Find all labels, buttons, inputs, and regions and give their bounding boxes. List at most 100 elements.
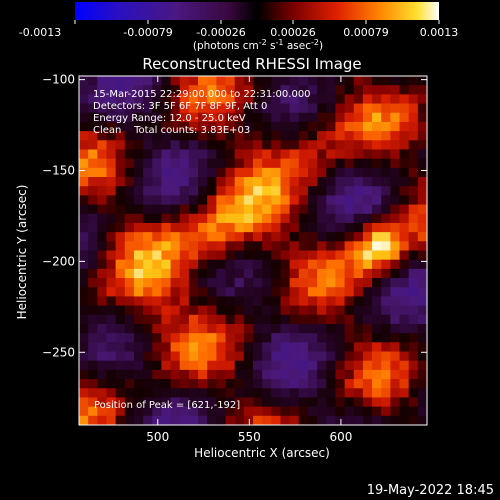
heatmap-cell: [344, 167, 355, 178]
heatmap-cell: [234, 268, 245, 279]
heatmap-cell: [307, 213, 318, 224]
heatmap-cell: [271, 278, 282, 288]
heatmap-cell: [326, 149, 337, 160]
heatmap-cell: [408, 305, 419, 316]
heatmap-cell: [381, 222, 391, 233]
heatmap-cell: [115, 94, 126, 105]
heatmap-cell: [207, 333, 217, 343]
heatmap-cell: [106, 296, 117, 307]
heatmap-cell: [143, 379, 153, 389]
heatmap-cell: [225, 76, 236, 86]
heatmap-cell: [390, 388, 401, 399]
heatmap-cell: [97, 351, 108, 362]
heatmap-cell: [179, 158, 190, 169]
heatmap-cell: [106, 268, 117, 279]
heatmap-cell: [317, 195, 327, 206]
heatmap-cell: [198, 360, 208, 371]
heatmap-cell: [344, 397, 355, 408]
heatmap-cell: [280, 369, 291, 380]
heatmap-cell: [133, 103, 144, 114]
heatmap-cell: [79, 333, 89, 343]
heatmap-cell: [307, 369, 318, 380]
heatmap-cell: [326, 379, 337, 389]
heatmap-cell: [161, 204, 172, 215]
heatmap-cell: [143, 278, 153, 288]
heatmap-cell: [115, 333, 126, 343]
heatmap-cell: [335, 158, 346, 169]
heatmap-cell: [372, 342, 382, 353]
heatmap-cell: [124, 278, 135, 288]
heatmap-cell: [133, 268, 144, 279]
heatmap-cell: [253, 94, 263, 105]
heatmap-cell: [372, 232, 382, 242]
heatmap-cell: [143, 397, 153, 408]
heatmap-cell: [298, 314, 309, 325]
heatmap-cell: [417, 131, 427, 141]
heatmap-cell: [216, 268, 227, 279]
heatmap-cell: [271, 121, 282, 132]
heatmap-cell: [317, 103, 327, 114]
heatmap-cell: [390, 121, 401, 132]
heatmap-cell: [161, 287, 172, 298]
heatmap-cell: [152, 121, 163, 132]
heatmap-cell: [133, 259, 144, 270]
heatmap-cell: [362, 241, 373, 252]
heatmap-cell: [188, 388, 199, 399]
heatmap-cell: [124, 342, 135, 353]
heatmap-cell: [97, 268, 108, 279]
heatmap-cell: [216, 415, 227, 425]
heatmap-cell: [262, 360, 272, 371]
heatmap-cell: [124, 296, 135, 307]
heatmap-cell: [97, 333, 108, 343]
heatmap-cell: [253, 112, 263, 123]
heatmap-cell: [170, 241, 181, 252]
heatmap-cell: [399, 323, 410, 334]
heatmap-cell: [298, 121, 309, 132]
heatmap-cell: [399, 296, 410, 307]
heatmap-cell: [161, 186, 172, 196]
heatmap-cell: [280, 268, 291, 279]
heatmap-cell: [372, 177, 382, 187]
heatmap-cell: [124, 241, 135, 252]
heatmap-cell: [179, 351, 190, 362]
heatmap-cell: [408, 360, 419, 371]
heatmap-cell: [115, 406, 126, 417]
heatmap-cell: [307, 186, 318, 196]
heatmap-cell: [372, 158, 382, 169]
heatmap-cell: [207, 158, 217, 169]
heatmap-cell: [335, 131, 346, 141]
heatmap-cell: [97, 241, 108, 252]
heatmap-cell: [243, 103, 254, 114]
heatmap-cell: [170, 351, 181, 362]
heatmap-cell: [362, 103, 373, 114]
heatmap-cell: [326, 103, 337, 114]
heatmap-cell: [133, 323, 144, 334]
heatmap-cell: [307, 85, 318, 95]
heatmap-cell: [115, 112, 126, 123]
heatmap-cell: [381, 131, 391, 141]
heatmap-cell: [97, 177, 108, 187]
heatmap-cell: [97, 296, 108, 307]
heatmap-cell: [225, 131, 236, 141]
heatmap-cell: [161, 406, 172, 417]
heatmap-cell: [198, 397, 208, 408]
heatmap-cell: [262, 241, 272, 252]
heatmap-cell: [344, 213, 355, 224]
heatmap-cell: [381, 241, 391, 252]
heatmap-cell: [152, 305, 163, 316]
heatmap-cell: [289, 85, 300, 95]
heatmap-cell: [79, 158, 89, 169]
heatmap-cell: [353, 140, 364, 151]
heatmap-cell: [317, 406, 327, 417]
heatmap-cell: [243, 241, 254, 252]
heatmap-cell: [88, 287, 98, 298]
heatmap-cell: [381, 388, 391, 399]
heatmap-cell: [143, 222, 153, 233]
heatmap-cell: [216, 278, 227, 288]
y-tick-label: −200: [42, 254, 75, 268]
heatmap-cell: [262, 76, 272, 86]
heatmap-cell: [408, 186, 419, 196]
heatmap-cell: [225, 195, 236, 206]
heatmap-cell: [417, 360, 427, 371]
heatmap-cell: [390, 94, 401, 105]
